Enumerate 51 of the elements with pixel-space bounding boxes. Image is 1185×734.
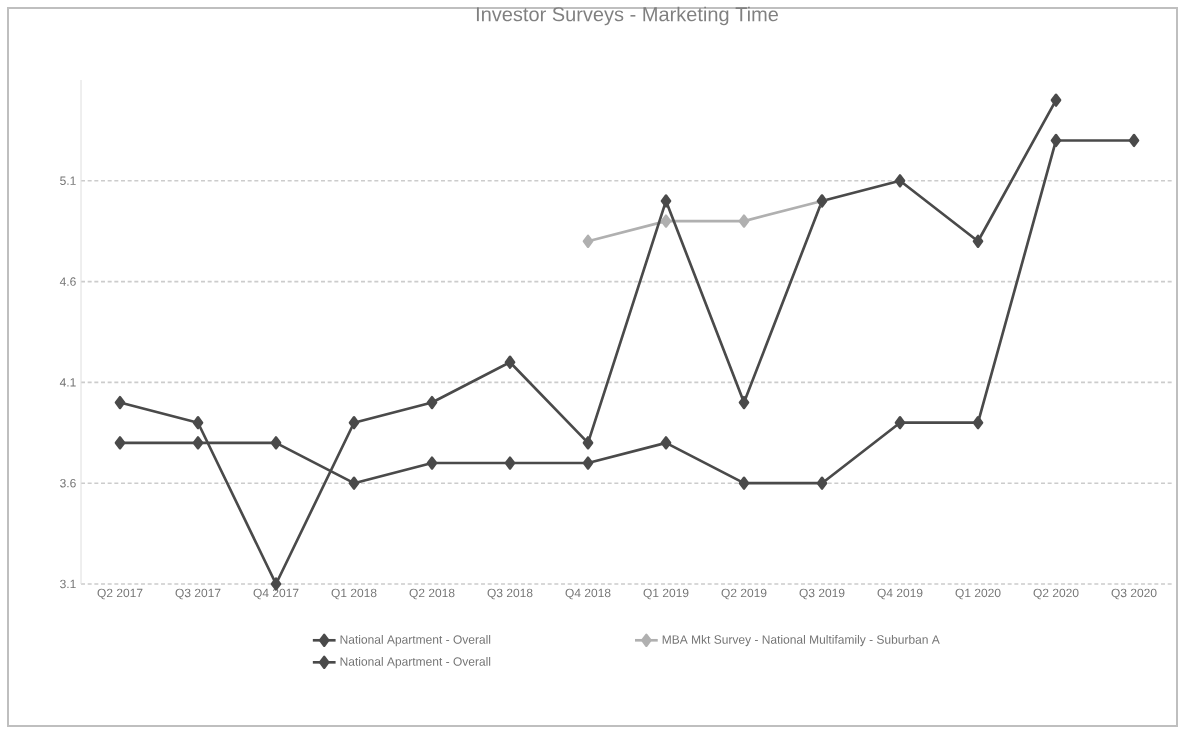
x-tick-label: Q4 2017 — [253, 588, 299, 600]
point — [582, 456, 594, 470]
point — [504, 456, 516, 470]
point — [348, 416, 360, 430]
point — [192, 436, 204, 450]
point — [426, 456, 438, 470]
x-tick-label: Q4 2019 — [877, 588, 923, 600]
point — [660, 436, 672, 450]
point — [504, 355, 516, 369]
point — [660, 214, 672, 228]
y-tick-label: 3.1 — [60, 579, 76, 589]
point — [582, 234, 594, 248]
y-tick-label: 4.6 — [59, 277, 76, 286]
x-tick-label: Q3 2017 — [175, 588, 221, 600]
point — [426, 395, 438, 410]
point — [114, 436, 126, 450]
y-tick-label: 4.1 — [59, 378, 76, 387]
point — [1050, 93, 1062, 107]
point — [582, 436, 594, 450]
x-tick-label: Q1 2018 — [331, 588, 377, 600]
x-tick-label: Q3 2019 — [799, 588, 845, 600]
point — [192, 416, 204, 430]
x-tick-label: Q2 2020 — [1033, 588, 1079, 600]
point — [972, 416, 984, 430]
x-tick-label: Q3 2018 — [487, 588, 533, 600]
x-tick-label: Q2 2017 — [97, 588, 143, 600]
point — [738, 395, 750, 410]
y-tick-label: 5.1 — [60, 176, 76, 185]
x-tick-label: Q1 2019 — [643, 588, 689, 600]
point — [894, 416, 906, 430]
x-tick-label: Q4 2018 — [565, 588, 611, 600]
legend-label: MBA Mkt Survey - National Multifamily - Suburban A — [662, 634, 940, 647]
point — [1050, 133, 1062, 148]
point — [894, 174, 906, 188]
y-tick-label: 3.6 — [60, 478, 76, 488]
point — [270, 436, 282, 450]
point — [1128, 133, 1140, 148]
point — [114, 395, 126, 410]
chart-title: Investor Surveys - Marketing Time — [476, 6, 778, 26]
point — [348, 476, 360, 490]
point — [738, 214, 750, 228]
point — [816, 476, 828, 490]
x-tick-label: Q2 2019 — [721, 588, 767, 600]
legend-label: National Apartment - Overall — [340, 634, 491, 647]
point — [972, 234, 984, 248]
x-tick-label: Q3 2020 — [1111, 588, 1157, 600]
point — [660, 194, 672, 208]
point — [738, 476, 750, 490]
legend-label: National Apartment - Overall — [340, 656, 491, 669]
x-tick-label: Q1 2020 — [955, 588, 1001, 600]
x-tick-label: Q2 2018 — [409, 588, 455, 600]
